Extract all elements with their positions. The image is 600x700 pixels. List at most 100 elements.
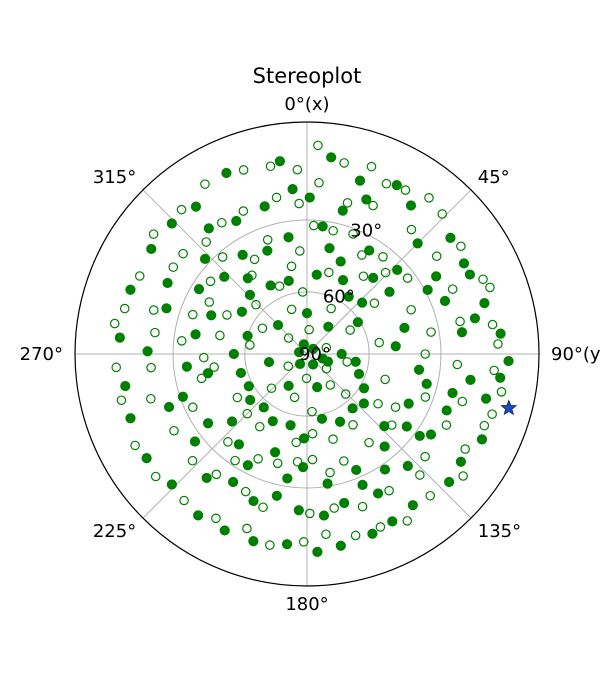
dip-ring-label: 90° <box>299 344 331 365</box>
data-point-filled <box>283 380 294 391</box>
data-point-open <box>247 270 257 281</box>
data-point-open <box>253 454 263 464</box>
data-point-filled <box>283 232 294 243</box>
data-point-open <box>325 467 335 478</box>
data-point-filled <box>479 298 490 309</box>
data-point-open <box>458 471 468 481</box>
data-point-open <box>230 455 240 466</box>
data-point-filled <box>372 488 384 499</box>
data-point-open <box>150 327 160 338</box>
data-point-open <box>431 251 442 262</box>
chart-title: Stereoplot <box>253 64 362 88</box>
data-point-open <box>289 392 300 403</box>
data-point-filled <box>235 367 247 379</box>
data-point-open <box>265 161 276 172</box>
data-point-open <box>274 281 285 291</box>
data-point-open <box>176 336 187 346</box>
data-point-open <box>146 362 156 373</box>
data-point-open <box>402 516 413 526</box>
data-point-open <box>198 352 209 363</box>
azimuth-tick-label: 315° <box>93 167 136 188</box>
data-point-open <box>324 267 334 278</box>
data-point-open <box>292 164 303 175</box>
data-point-open <box>456 241 466 252</box>
data-point-filled <box>361 194 372 205</box>
data-point-filled <box>358 383 370 394</box>
data-point-filled <box>206 310 217 321</box>
data-point-open <box>326 303 336 314</box>
data-point-filled <box>351 464 362 476</box>
azimuth-tick-label: 45° <box>478 167 510 188</box>
data-point-filled <box>189 436 201 447</box>
data-point-filled <box>422 284 433 295</box>
data-point-open <box>109 318 120 329</box>
data-point-open <box>375 522 386 532</box>
data-point-open <box>211 469 222 480</box>
data-point-open <box>350 530 361 541</box>
data-point-open <box>283 333 294 343</box>
data-point-filled <box>357 479 368 490</box>
data-point-filled <box>263 356 275 368</box>
data-point-open <box>242 408 253 419</box>
data-point-open <box>478 274 488 285</box>
data-point-filled <box>335 540 346 551</box>
data-point-filled <box>141 453 152 464</box>
data-point-open <box>291 437 301 448</box>
data-point-open <box>265 540 275 550</box>
data-point-filled <box>297 461 309 473</box>
dip-ring <box>172 219 442 489</box>
data-point-filled <box>244 289 256 301</box>
data-point-open <box>119 303 130 314</box>
data-point-open <box>493 339 503 349</box>
data-point-filled <box>354 175 366 186</box>
axis-name-label: (x) <box>305 94 330 115</box>
data-point-filled <box>425 429 437 440</box>
data-point-open <box>342 198 353 208</box>
data-point-open <box>188 309 198 320</box>
data-point-filled <box>308 343 319 354</box>
data-point-filled <box>226 416 238 427</box>
data-point-open <box>425 490 436 501</box>
data-point-filled <box>243 381 254 392</box>
data-point-open <box>358 271 369 282</box>
data-point-filled <box>258 402 269 413</box>
data-point-filled <box>350 356 361 367</box>
data-point-filled <box>201 472 212 484</box>
data-point-filled <box>447 387 458 399</box>
data-point-filled <box>312 546 323 557</box>
data-point-open <box>452 359 463 370</box>
data-point-filled <box>407 500 418 511</box>
data-point-open <box>179 495 189 506</box>
data-point-open <box>485 282 495 293</box>
data-point-open <box>496 387 507 397</box>
data-point-open <box>415 470 425 480</box>
data-point-filled <box>456 327 468 338</box>
data-point-open <box>380 267 391 278</box>
data-point-filled <box>334 416 346 427</box>
data-point-open <box>249 254 260 265</box>
data-point-filled <box>364 245 375 256</box>
azimuth-tick-label: 225° <box>93 521 136 542</box>
azimuth-gridline <box>306 189 472 355</box>
data-point-filled <box>269 447 281 458</box>
azimuth-tick-label: 90°(y) <box>551 344 600 365</box>
data-point-open <box>426 327 436 337</box>
data-point-filled <box>282 473 293 484</box>
data-point-filled <box>193 284 205 295</box>
data-point-filled <box>272 319 284 331</box>
data-point-open <box>386 420 397 430</box>
data-point-filled <box>339 497 350 509</box>
data-point-open <box>384 485 394 496</box>
data-point-open <box>150 471 161 482</box>
azimuth-tick-label: 180° <box>285 594 328 615</box>
data-point-open <box>313 140 323 151</box>
data-point-open <box>271 192 282 203</box>
data-point-filled <box>202 368 214 379</box>
data-point-filled <box>242 330 253 341</box>
data-point-filled <box>248 536 259 547</box>
data-point-open <box>321 342 332 353</box>
data-point-filled <box>181 361 192 372</box>
data-point-filled <box>287 184 298 195</box>
data-point-open <box>188 402 198 413</box>
data-point-open <box>238 165 249 175</box>
